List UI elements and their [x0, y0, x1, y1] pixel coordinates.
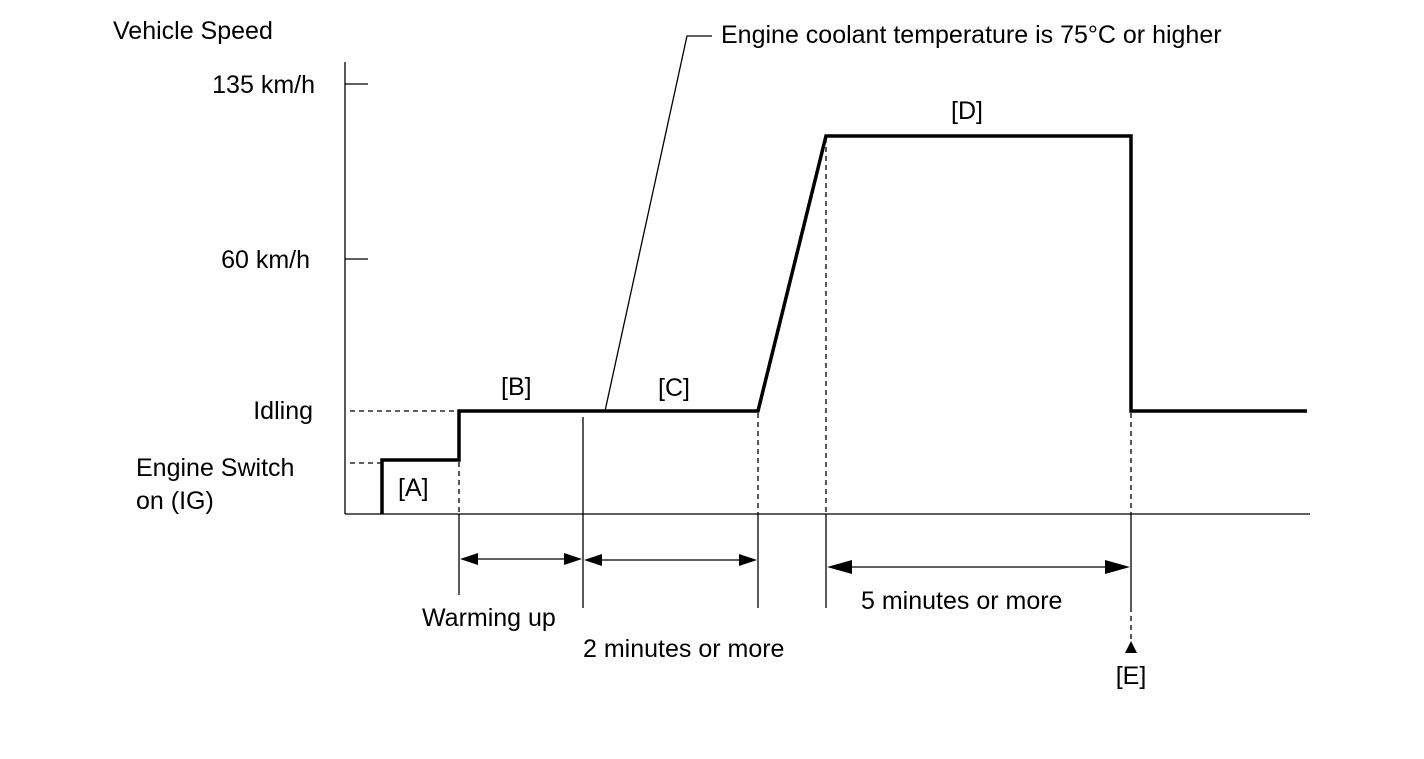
y-axis-title: Vehicle Speed — [113, 17, 273, 45]
warming-up-label: Warming up — [422, 604, 556, 632]
segment-b-label: [B] — [501, 373, 532, 401]
label-on-ig: on (IG) — [136, 487, 214, 515]
warming-up-arrow — [460, 553, 582, 565]
five-minutes-label: 5 minutes or more — [861, 587, 1062, 615]
label-idling: Idling — [253, 397, 313, 425]
e-marker-triangle — [1125, 641, 1137, 653]
coolant-leader-line — [604, 35, 712, 412]
label-60-kmh: 60 km/h — [221, 246, 310, 274]
five-minutes-arrow — [827, 560, 1130, 574]
segment-e-label: [E] — [1116, 662, 1147, 690]
speed-profile-line — [380, 134, 1307, 514]
two-minutes-arrow — [584, 554, 757, 566]
label-engine-switch: Engine Switch — [136, 454, 294, 482]
segment-c-label: [C] — [658, 374, 690, 402]
two-minutes-label: 2 minutes or more — [583, 635, 784, 663]
segment-d-label: [D] — [951, 97, 983, 125]
coolant-temperature-note: Engine coolant temperature is 75°C or hi… — [721, 21, 1222, 49]
label-135-kmh: 135 km/h — [212, 71, 315, 99]
segment-a-label: [A] — [398, 474, 429, 502]
